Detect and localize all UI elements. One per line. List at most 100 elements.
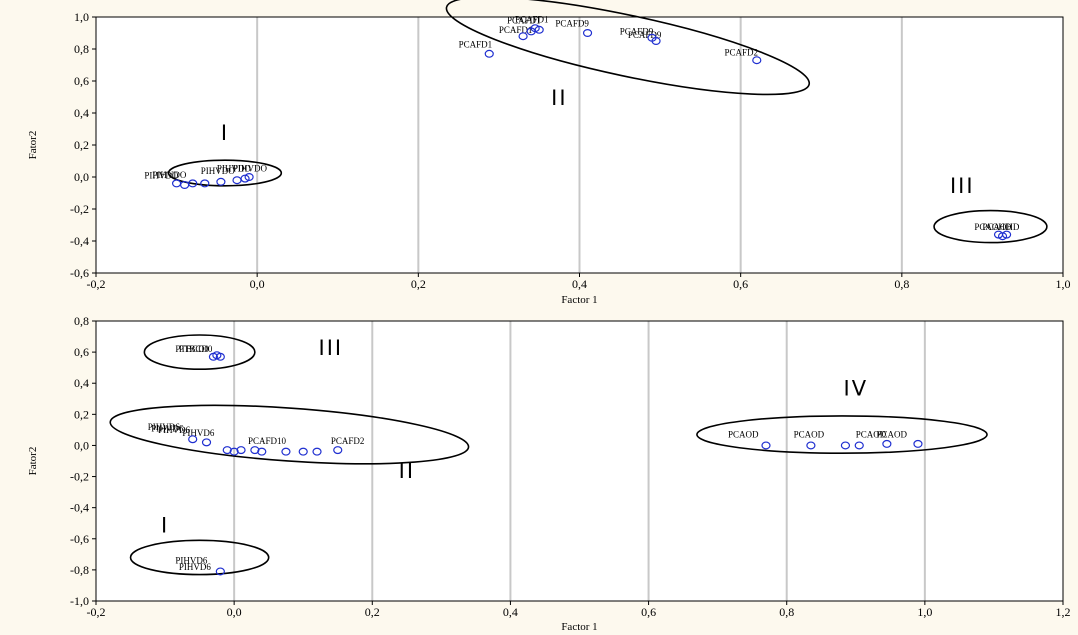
bottom-scatter-panel: -0,2 0,0 0,2 0,4 0,6 0,8 1,0 1,2 0,8 0,6 0,4 0,2 0,0…	[27, 314, 1071, 633]
point-label: PIHVD6	[158, 425, 191, 435]
data-point	[200, 179, 210, 188]
cluster-label: II	[551, 86, 567, 110]
point-label: PIHVDO	[144, 171, 179, 181]
data-point	[229, 447, 239, 456]
data-point	[188, 179, 198, 188]
point-label: PCAFD9	[628, 30, 662, 40]
x-tick-label: 0,8	[894, 277, 909, 291]
y-axis-title: Fator2	[27, 447, 39, 476]
data-point	[215, 567, 225, 576]
y-tick-label: 0,0	[74, 170, 89, 184]
point-label: PCAFD2	[331, 436, 365, 446]
point-label: PCAOD	[856, 430, 887, 440]
point-label: PCAFD1	[459, 39, 493, 49]
y-tick-label: 1,0	[74, 10, 89, 24]
point-label: PIHVDO	[233, 163, 268, 173]
x-axis-title: Factor 1	[561, 621, 597, 633]
x-tick-label: 0,4	[503, 605, 518, 619]
y-tick-label: -0,4	[70, 234, 89, 248]
data-point	[913, 439, 923, 448]
point-label: PIHVD6	[182, 428, 215, 438]
data-point	[236, 446, 246, 455]
cluster-ellipse	[933, 209, 1048, 244]
y-axis-title: Fator2	[27, 131, 39, 160]
x-tick-label: 0,2	[365, 605, 380, 619]
point-label: PTBCD0	[175, 344, 209, 354]
data-point	[1001, 230, 1012, 239]
y-tick-label: 0,6	[74, 74, 89, 88]
cluster-label: III	[319, 336, 344, 360]
data-point	[806, 441, 816, 450]
x-tick-label: 0,4	[572, 277, 587, 291]
point-label: PCAOHD	[974, 222, 1012, 232]
y-tick-label: -0,2	[70, 470, 89, 484]
data-point	[222, 446, 232, 455]
cluster-label: I	[221, 121, 229, 145]
point-label: PCAFD9	[555, 19, 589, 29]
point-label: PCAOD	[728, 430, 759, 440]
data-point	[854, 441, 864, 450]
data-point	[840, 441, 851, 450]
data-point	[188, 435, 198, 444]
point-label: PIHVD6	[175, 556, 208, 566]
cluster-label: IV	[844, 377, 869, 401]
data-point	[215, 352, 225, 361]
point-label: PCAOHD	[982, 222, 1020, 232]
x-tick-label: 0,2	[411, 277, 426, 291]
point-label: PCAOD	[794, 430, 825, 440]
y-tick-label: 0,2	[74, 138, 89, 152]
data-point	[534, 25, 544, 34]
point-label: PIHVDO	[152, 170, 187, 180]
data-point	[651, 36, 661, 45]
point-label: PCAFD9	[620, 27, 654, 37]
x-tick-label: 0,0	[250, 277, 265, 291]
data-point	[201, 438, 212, 447]
data-point	[257, 447, 267, 456]
x-tick-label: 0,0	[227, 605, 242, 619]
x-tick-label: 1,2	[1056, 605, 1071, 619]
data-point	[281, 447, 291, 456]
point-label: PIHVD6	[179, 562, 212, 572]
data-point	[761, 441, 771, 450]
data-point	[244, 173, 254, 182]
data-point	[250, 446, 260, 455]
cluster-label: II	[399, 459, 415, 483]
x-tick-label: -0,2	[87, 605, 106, 619]
y-tick-label: -0,6	[70, 532, 89, 546]
y-tick-label: -0,2	[70, 202, 89, 216]
data-point	[518, 32, 528, 41]
cluster-label: I	[161, 514, 169, 538]
point-label: PIHVD6	[148, 422, 181, 432]
point-label: PCAFD1	[515, 15, 549, 25]
point-label: PIHVD6	[151, 423, 184, 433]
point-label: PIHVDO	[217, 163, 252, 173]
y-tick-label: 0,8	[74, 42, 89, 56]
data-point	[216, 177, 226, 186]
cluster-ellipse	[143, 334, 256, 371]
y-tick-label: -1,0	[70, 594, 89, 608]
x-tick-label: 0,6	[733, 277, 748, 291]
y-tick-label: 0,6	[74, 345, 89, 359]
data-point	[298, 447, 308, 456]
cluster-ellipse	[445, 0, 811, 96]
point-label: PCAOD	[877, 430, 908, 440]
cluster-ellipse	[167, 159, 283, 187]
data-point	[312, 447, 322, 456]
point-label: PCAFD2	[725, 47, 759, 57]
x-tick-label: 1,0	[917, 605, 932, 619]
point-label: PCAFD1	[499, 25, 533, 35]
point-label: PTBCD0	[179, 344, 213, 354]
x-tick-label: -0,2	[87, 277, 106, 291]
x-tick-label: 0,6	[641, 605, 656, 619]
y-tick-label: 0,2	[74, 407, 89, 421]
plot-area	[96, 321, 1063, 601]
data-point	[333, 446, 343, 455]
cluster-ellipse	[129, 539, 270, 576]
point-label: PIHVDO	[201, 166, 236, 176]
data-point	[882, 439, 892, 448]
y-tick-label: -0,4	[70, 501, 89, 515]
y-tick-label: 0,8	[74, 314, 89, 328]
cluster-ellipse	[109, 404, 470, 465]
y-tick-label: 0,4	[74, 106, 89, 120]
